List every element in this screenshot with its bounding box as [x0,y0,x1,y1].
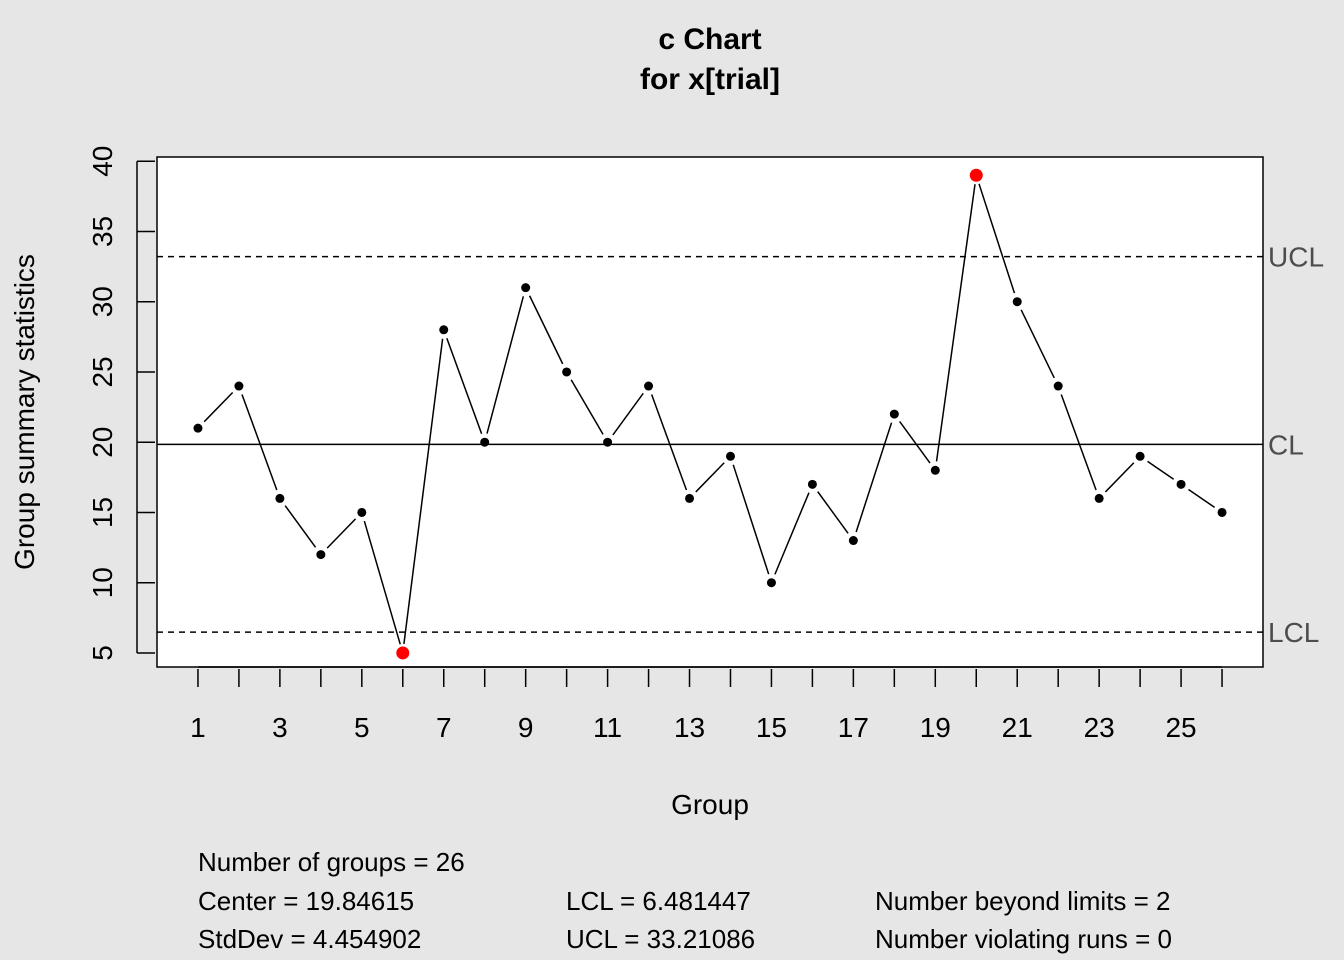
data-point [1094,493,1104,503]
x-tick-label: 11 [593,712,622,743]
data-point [848,536,858,546]
series-segment [612,392,644,436]
y-tick-label: 35 [87,216,118,247]
y-tick-label: 20 [87,427,118,458]
stat-number-violating-runs: Number violating runs = 0 [875,924,1172,954]
x-tick-label: 23 [1084,712,1115,743]
chart-title: c Chart [658,23,761,56]
y-tick-label: 5 [87,645,118,661]
series-segment [363,520,401,645]
data-point [562,367,572,377]
y-axis-label: Group summary statistics [9,254,40,570]
stat-ucl: UCL = 33.21086 [566,924,755,954]
series-segment [978,183,1016,294]
x-tick-label: 19 [920,712,951,743]
data-point [807,479,817,489]
series-segment [326,518,357,549]
plot-area [156,156,1264,668]
x-tick-label: 5 [354,712,370,743]
stat-center: Center = 19.84615 [198,886,414,916]
x-tick-label: 21 [1002,712,1033,743]
x-tick-label: 9 [518,712,534,743]
series-segment [284,505,317,548]
data-point [193,423,203,433]
series-segment [528,295,564,365]
data-point [725,451,735,461]
series-segment [1060,394,1097,491]
data-points [193,168,1227,660]
series-line [203,183,1216,645]
limit-labels: UCL CL LCL [1268,242,1324,649]
data-point [685,493,695,503]
x-tick-label: 1 [190,712,206,743]
stat-stddev: StdDev = 4.454902 [198,924,421,954]
series-segment [486,296,525,434]
cl-label: CL [1268,429,1304,460]
x-axis: 1 3 5 7 9 11 13 15 17 19 21 23 25 [190,666,1223,743]
data-point [1053,381,1063,391]
stat-lcl: LCL = 6.481447 [566,886,751,916]
data-point [316,550,326,560]
x-axis-label: Group [671,789,749,820]
x-tick-label: 7 [436,712,452,743]
series-segment [935,184,976,462]
data-point [275,493,285,503]
data-point [357,507,367,517]
x-tick-label: 13 [674,712,705,743]
y-tick-label: 30 [87,286,118,317]
data-point [644,381,654,391]
series-segment [570,379,604,435]
data-point [521,283,531,293]
series-segment [1147,460,1175,480]
series-segment [241,394,278,491]
lcl-label: LCL [1268,617,1319,648]
data-point [480,437,490,447]
series-segment [1020,309,1055,379]
series-segment [203,391,234,423]
y-tick-label: 10 [87,567,118,598]
series-segment [732,464,770,575]
x-tick-label: 3 [272,712,288,743]
data-point [1135,451,1145,461]
x-tick-label: 17 [838,712,869,743]
data-point [889,409,899,419]
series-segment [1188,488,1216,508]
data-point [603,437,613,447]
ucl-label: UCL [1268,242,1324,273]
data-point-violation [396,646,410,660]
chart-subtitle: for x[trial] [640,63,780,96]
data-point-violation [969,168,983,182]
series-segment [774,492,810,575]
x-tick-label: 15 [756,712,787,743]
series-segment [899,420,931,464]
data-point [930,465,940,475]
y-axis: 5 10 15 20 25 30 35 40 [87,146,155,661]
series-segment [1104,462,1135,493]
y-tick-label: 25 [87,356,118,387]
series-segment [695,462,725,493]
series-segment [650,394,688,491]
data-point [1217,507,1227,517]
stat-number-of-groups: Number of groups = 26 [198,847,465,877]
data-point [439,325,449,335]
x-tick-label: 25 [1165,712,1196,743]
data-point [234,381,244,391]
series-segment [446,338,483,435]
stat-number-beyond-limits: Number beyond limits = 2 [875,886,1171,916]
data-point [766,578,776,588]
series-segment [817,491,849,534]
series-segment [855,422,893,533]
series-segment [403,338,444,645]
y-tick-label: 15 [87,497,118,528]
y-tick-label: 40 [87,146,118,177]
data-point [1176,479,1186,489]
data-point [1012,297,1022,307]
